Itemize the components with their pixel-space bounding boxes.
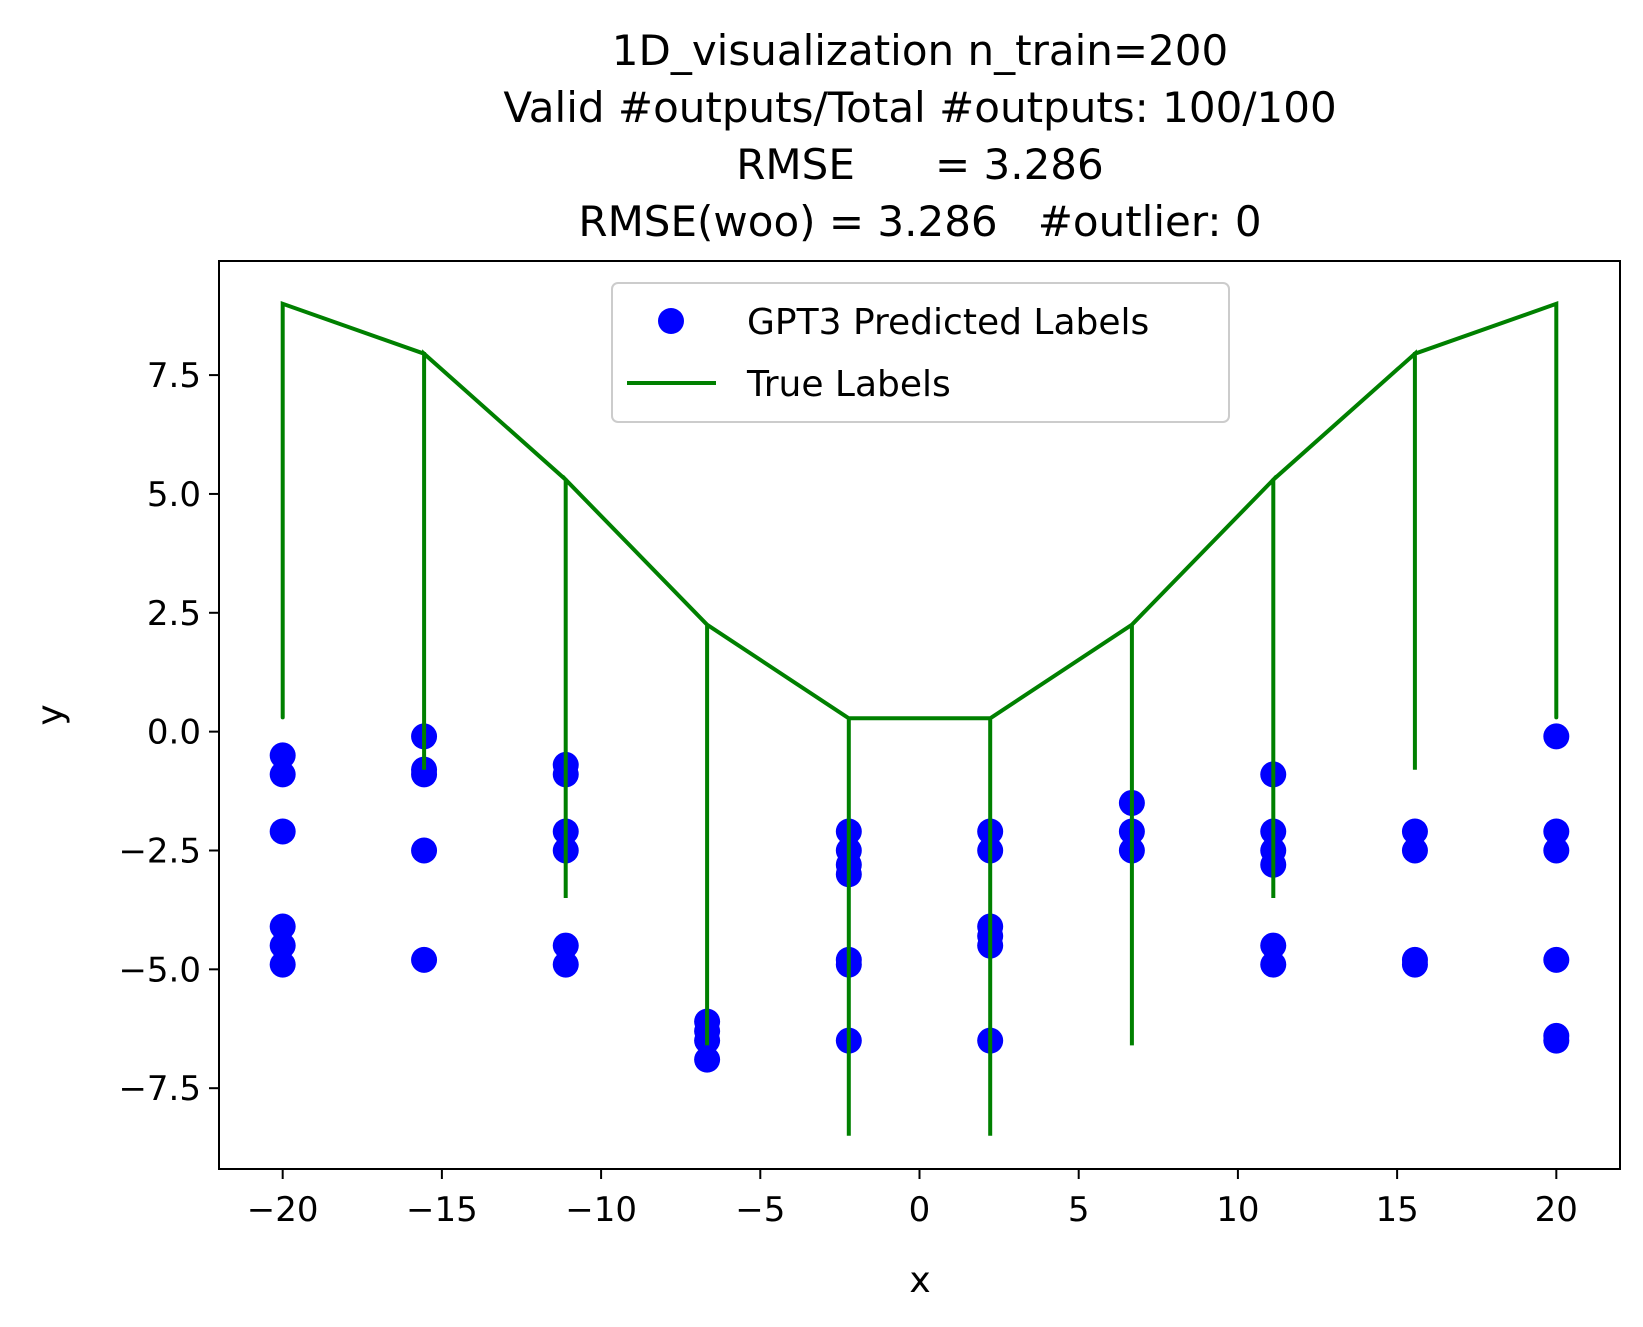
predicted-point	[1260, 951, 1287, 978]
x-axis-ticks: −20 −15 −10 −5 0 5 10 15 20	[247, 1169, 1578, 1230]
predicted-point	[411, 837, 438, 864]
legend-box	[611, 282, 1230, 423]
predicted-point	[552, 932, 579, 959]
title-line-1: 1D_visualization n_train=200	[612, 26, 1229, 75]
x-axis-label: x	[909, 1260, 930, 1301]
predicted-point	[1401, 837, 1428, 864]
predicted-point	[694, 1046, 721, 1073]
x-tick-label: −5	[735, 1190, 785, 1230]
y-tick-label: 5.0	[147, 475, 201, 515]
predicted-point	[552, 951, 579, 978]
predicted-point	[1401, 818, 1428, 845]
legend: GPT3 Predicted Labels True Labels	[611, 282, 1230, 423]
x-tick-label: −15	[406, 1190, 478, 1230]
y-tick-label: −2.5	[118, 831, 201, 871]
true-labels-line	[280, 300, 1559, 1136]
predicted-point	[269, 913, 296, 940]
x-tick-label: 5	[1068, 1190, 1090, 1230]
y-axis-label: y	[30, 704, 71, 725]
y-axis-ticks: 7.5 5.0 2.5 0.0 −2.5 −5.0 −7.5	[118, 356, 219, 1109]
predicted-point	[1543, 946, 1570, 973]
chart-title: 1D_visualization n_train=200 Valid #outp…	[503, 26, 1336, 246]
series-layer	[269, 300, 1570, 1136]
x-tick-label: 0	[909, 1190, 931, 1230]
legend-label-predicted: GPT3 Predicted Labels	[747, 302, 1149, 343]
predicted-point	[269, 818, 296, 845]
y-tick-label: 2.5	[147, 594, 201, 634]
predicted-point	[269, 742, 296, 769]
predicted-point	[1543, 818, 1570, 845]
x-tick-label: −10	[565, 1190, 637, 1230]
x-tick-label: 20	[1535, 1190, 1578, 1230]
predicted-point	[411, 946, 438, 973]
y-tick-label: −7.5	[118, 1069, 201, 1109]
title-line-3: RMSE = 3.286	[736, 140, 1104, 189]
legend-marker-predicted	[658, 308, 684, 334]
predicted-point	[411, 761, 438, 788]
y-tick-label: 0.0	[147, 713, 201, 753]
predicted-point	[1260, 932, 1287, 959]
title-line-4: RMSE(woo) = 3.286 #outlier: 0	[578, 197, 1261, 246]
title-line-2: Valid #outputs/Total #outputs: 100/100	[503, 83, 1336, 132]
y-tick-label: −5.0	[118, 950, 201, 990]
predicted-point	[1401, 951, 1428, 978]
predicted-point	[1543, 837, 1570, 864]
x-tick-label: 15	[1375, 1190, 1418, 1230]
predicted-point	[269, 951, 296, 978]
legend-label-true: True Labels	[746, 364, 951, 405]
predicted-point	[269, 761, 296, 788]
predicted-point	[269, 932, 296, 959]
predicted-point	[1543, 1027, 1570, 1054]
predicted-point	[1543, 723, 1570, 750]
series-predicted	[269, 723, 1570, 1073]
x-tick-label: 10	[1216, 1190, 1259, 1230]
y-tick-label: 7.5	[147, 356, 201, 396]
x-tick-label: −20	[247, 1190, 319, 1230]
